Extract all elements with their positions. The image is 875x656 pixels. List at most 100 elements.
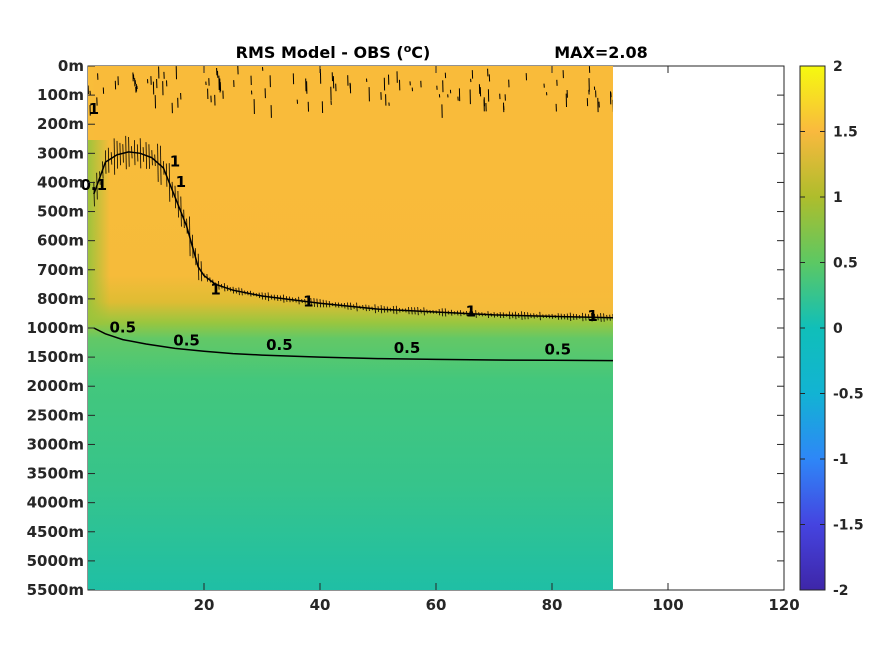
y-tick-label: 300m: [37, 144, 84, 162]
contour-noise-stroke: [423, 307, 425, 316]
y-tick-label: 2000m: [27, 377, 84, 395]
contour-noise-stroke: [212, 279, 214, 285]
contour-noise-stroke: [157, 143, 159, 182]
contour-noise-stroke: [304, 298, 306, 304]
contour-noise-stroke: [221, 284, 223, 289]
contour-noise-stroke: [585, 313, 587, 321]
contour-noise-stroke: [267, 292, 270, 302]
colorbar-tick-label: -0.5: [833, 387, 864, 403]
contour-noise-stroke: [441, 308, 444, 317]
heatmap-field: [88, 66, 613, 590]
contour-noise-stroke: [551, 313, 553, 319]
contour-noise-stroke: [122, 144, 124, 163]
contour-label: 0.5: [266, 336, 293, 354]
contour-noise-stroke: [273, 294, 276, 301]
contour-noise-stroke: [283, 294, 285, 303]
contour-noise-stroke: [399, 307, 401, 313]
contour-noise-stroke: [521, 311, 523, 320]
contour-noise-stroke: [344, 302, 346, 309]
y-tick-label: 5500m: [27, 581, 84, 599]
contour-noise-stroke: [160, 145, 162, 185]
contour-noise-stroke: [402, 308, 404, 312]
contour-noise-stroke: [252, 292, 255, 297]
contour-noise-stroke: [125, 135, 127, 170]
contour-noise-stroke: [223, 283, 226, 292]
contour-noise-stroke: [322, 299, 325, 308]
x-axis: 20 40 60 80 100 120: [194, 66, 800, 614]
contour-noise-stroke: [368, 305, 370, 312]
contour-noise-stroke: [350, 302, 352, 311]
contour-noise-stroke: [420, 308, 422, 314]
colorbar-tick-label: -1: [833, 452, 849, 468]
contour-noise-stroke: [174, 185, 176, 209]
contour-noise-stroke: [408, 306, 410, 315]
contour-noise-stroke: [347, 302, 349, 310]
contour-noise-stroke: [508, 311, 511, 320]
contour-noise-stroke: [380, 305, 383, 314]
contour-noise-stroke: [238, 287, 240, 296]
contour-noise-stroke: [542, 314, 544, 318]
contour-noise-stroke: [563, 313, 566, 320]
contour-noise-stroke: [377, 306, 379, 312]
contour-noise-stroke: [171, 181, 174, 198]
contour-noise-stroke: [116, 140, 118, 169]
chart-title-main: RMS Model - OBS (: [236, 43, 404, 62]
contour-noise-stroke: [511, 312, 514, 319]
contour-noise-stroke: [457, 310, 459, 316]
y-tick-label: 1500m: [27, 348, 84, 366]
heatmap-left-edge: [88, 140, 110, 325]
contour-noise-stroke: [235, 287, 237, 294]
contour-noise-stroke: [148, 144, 150, 169]
contour-noise-stroke: [279, 295, 282, 302]
contour-noise-stroke: [530, 313, 532, 319]
colorbar-tick-label: 1.5: [833, 125, 858, 141]
contour-noise-stroke: [276, 294, 279, 301]
contour-noise-stroke: [600, 313, 602, 322]
y-tick-label: 2500m: [27, 406, 84, 424]
contour-noise-stroke: [438, 308, 441, 316]
contour-noise-stroke: [560, 313, 563, 320]
contour-noise-stroke: [113, 138, 116, 175]
contour-noise-stroke: [389, 307, 392, 312]
y-tick-label: 0m: [58, 57, 84, 75]
contour-noise-stroke: [450, 309, 453, 316]
contour-noise-stroke: [261, 292, 263, 300]
y-tick-label: 5000m: [27, 552, 84, 570]
contour-noise-stroke: [145, 142, 147, 169]
contour-noise-stroke: [139, 138, 142, 169]
x-tick-label: 60: [426, 596, 447, 614]
contour-noise-stroke: [134, 140, 136, 166]
contour-noise-stroke: [472, 311, 474, 317]
contour-noise-stroke: [417, 306, 419, 316]
contour-noise-stroke: [395, 305, 398, 315]
contour-noise-stroke: [186, 218, 188, 234]
contour-noise-stroke: [405, 308, 407, 313]
contour-noise-stroke: [606, 314, 608, 321]
contour-noise-stroke: [414, 307, 416, 315]
contour-noise-stroke: [524, 311, 526, 320]
colorbar-tick-label: -1.5: [833, 518, 864, 534]
x-tick-label: 40: [310, 596, 331, 614]
contour-label: 1: [176, 173, 186, 191]
contour-noise-stroke: [337, 302, 340, 308]
y-tick-label: 400m: [37, 173, 84, 191]
contour-noise-stroke: [168, 163, 171, 202]
contour-noise-stroke: [478, 312, 480, 317]
x-tick-label: 120: [768, 596, 799, 614]
contour-noise-stroke: [119, 142, 121, 166]
contour-label: 0.1: [81, 176, 108, 194]
contour-noise-stroke: [554, 314, 556, 319]
contour-noise-stroke: [250, 290, 252, 297]
contour-noise-stroke: [487, 311, 489, 319]
contour-noise-stroke: [154, 154, 156, 167]
contour-label: 1: [587, 307, 597, 325]
contour-label: 0.5: [173, 332, 200, 350]
contour-noise-stroke: [229, 286, 232, 292]
contour-noise-stroke: [105, 150, 107, 174]
colorbar-tick-label: -2: [833, 583, 849, 599]
y-tick-label: 100m: [37, 86, 84, 104]
colorbar-tick-label: 1: [833, 190, 843, 206]
chart-title-unit: C): [411, 43, 430, 62]
heatmap-warm-core: [93, 66, 613, 318]
